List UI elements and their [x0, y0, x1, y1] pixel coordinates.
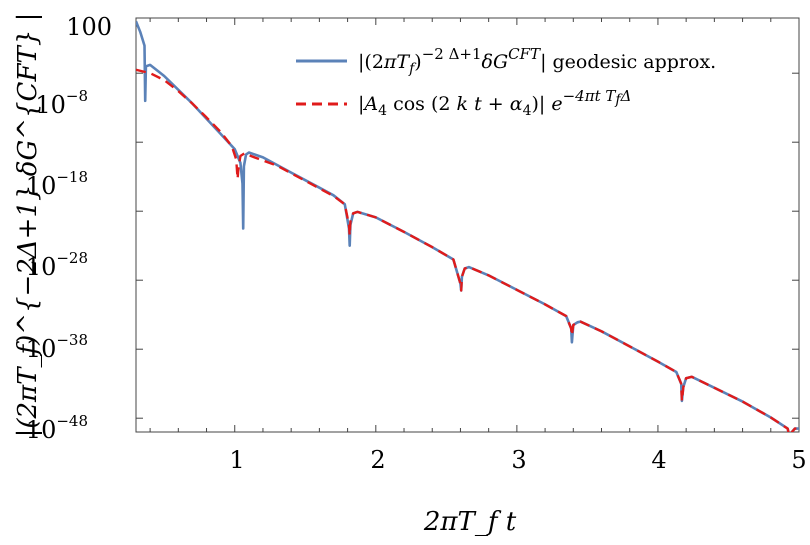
x-axis-ticks [149, 18, 800, 432]
x-tick-label-3: 3 [511, 446, 526, 474]
series-layer [136, 20, 799, 432]
y-axis-ticks [136, 72, 799, 419]
x-tick-labels: 1 2 3 4 5 [229, 446, 806, 474]
x-tick-label-1: 1 [229, 446, 244, 474]
plot-frame [135, 17, 800, 433]
y-tick-labels: 100 10−8 10−18 10−28 10−38 10−48 [26, 13, 112, 444]
legend: |(2πTf)−2 Δ+1δGCFT| geodesic approx. |A4… [296, 45, 716, 119]
series-line-geodesic [136, 20, 799, 432]
legend-label-geodesic: |(2πTf)−2 Δ+1δGCFT| geodesic approx. [358, 45, 716, 77]
series-line-analytic [136, 68, 799, 432]
y-tick-label-2: 10−18 [26, 168, 88, 200]
x-tick-label-5: 5 [791, 446, 806, 474]
y-tick-label-4: 10−38 [26, 331, 88, 363]
y-tick-label-3: 10−28 [26, 249, 88, 281]
y-tick-label-0: 100 [66, 13, 112, 41]
plot-area [135, 17, 800, 433]
legend-label-analytic: |A4 cos (2 k t + α4)| e−4πt TfΔ [358, 87, 631, 119]
x-tick-label-4: 4 [651, 446, 666, 474]
x-axis-title: 2πT_f t [423, 507, 517, 537]
y-axis-title: |(2πT_f)^{−2Δ+1} δG^{CFT} | [13, 13, 43, 438]
y-tick-label-5: 10−48 [26, 412, 88, 444]
y-tick-label-1: 10−8 [35, 87, 88, 119]
x-tick-label-2: 2 [370, 446, 385, 474]
